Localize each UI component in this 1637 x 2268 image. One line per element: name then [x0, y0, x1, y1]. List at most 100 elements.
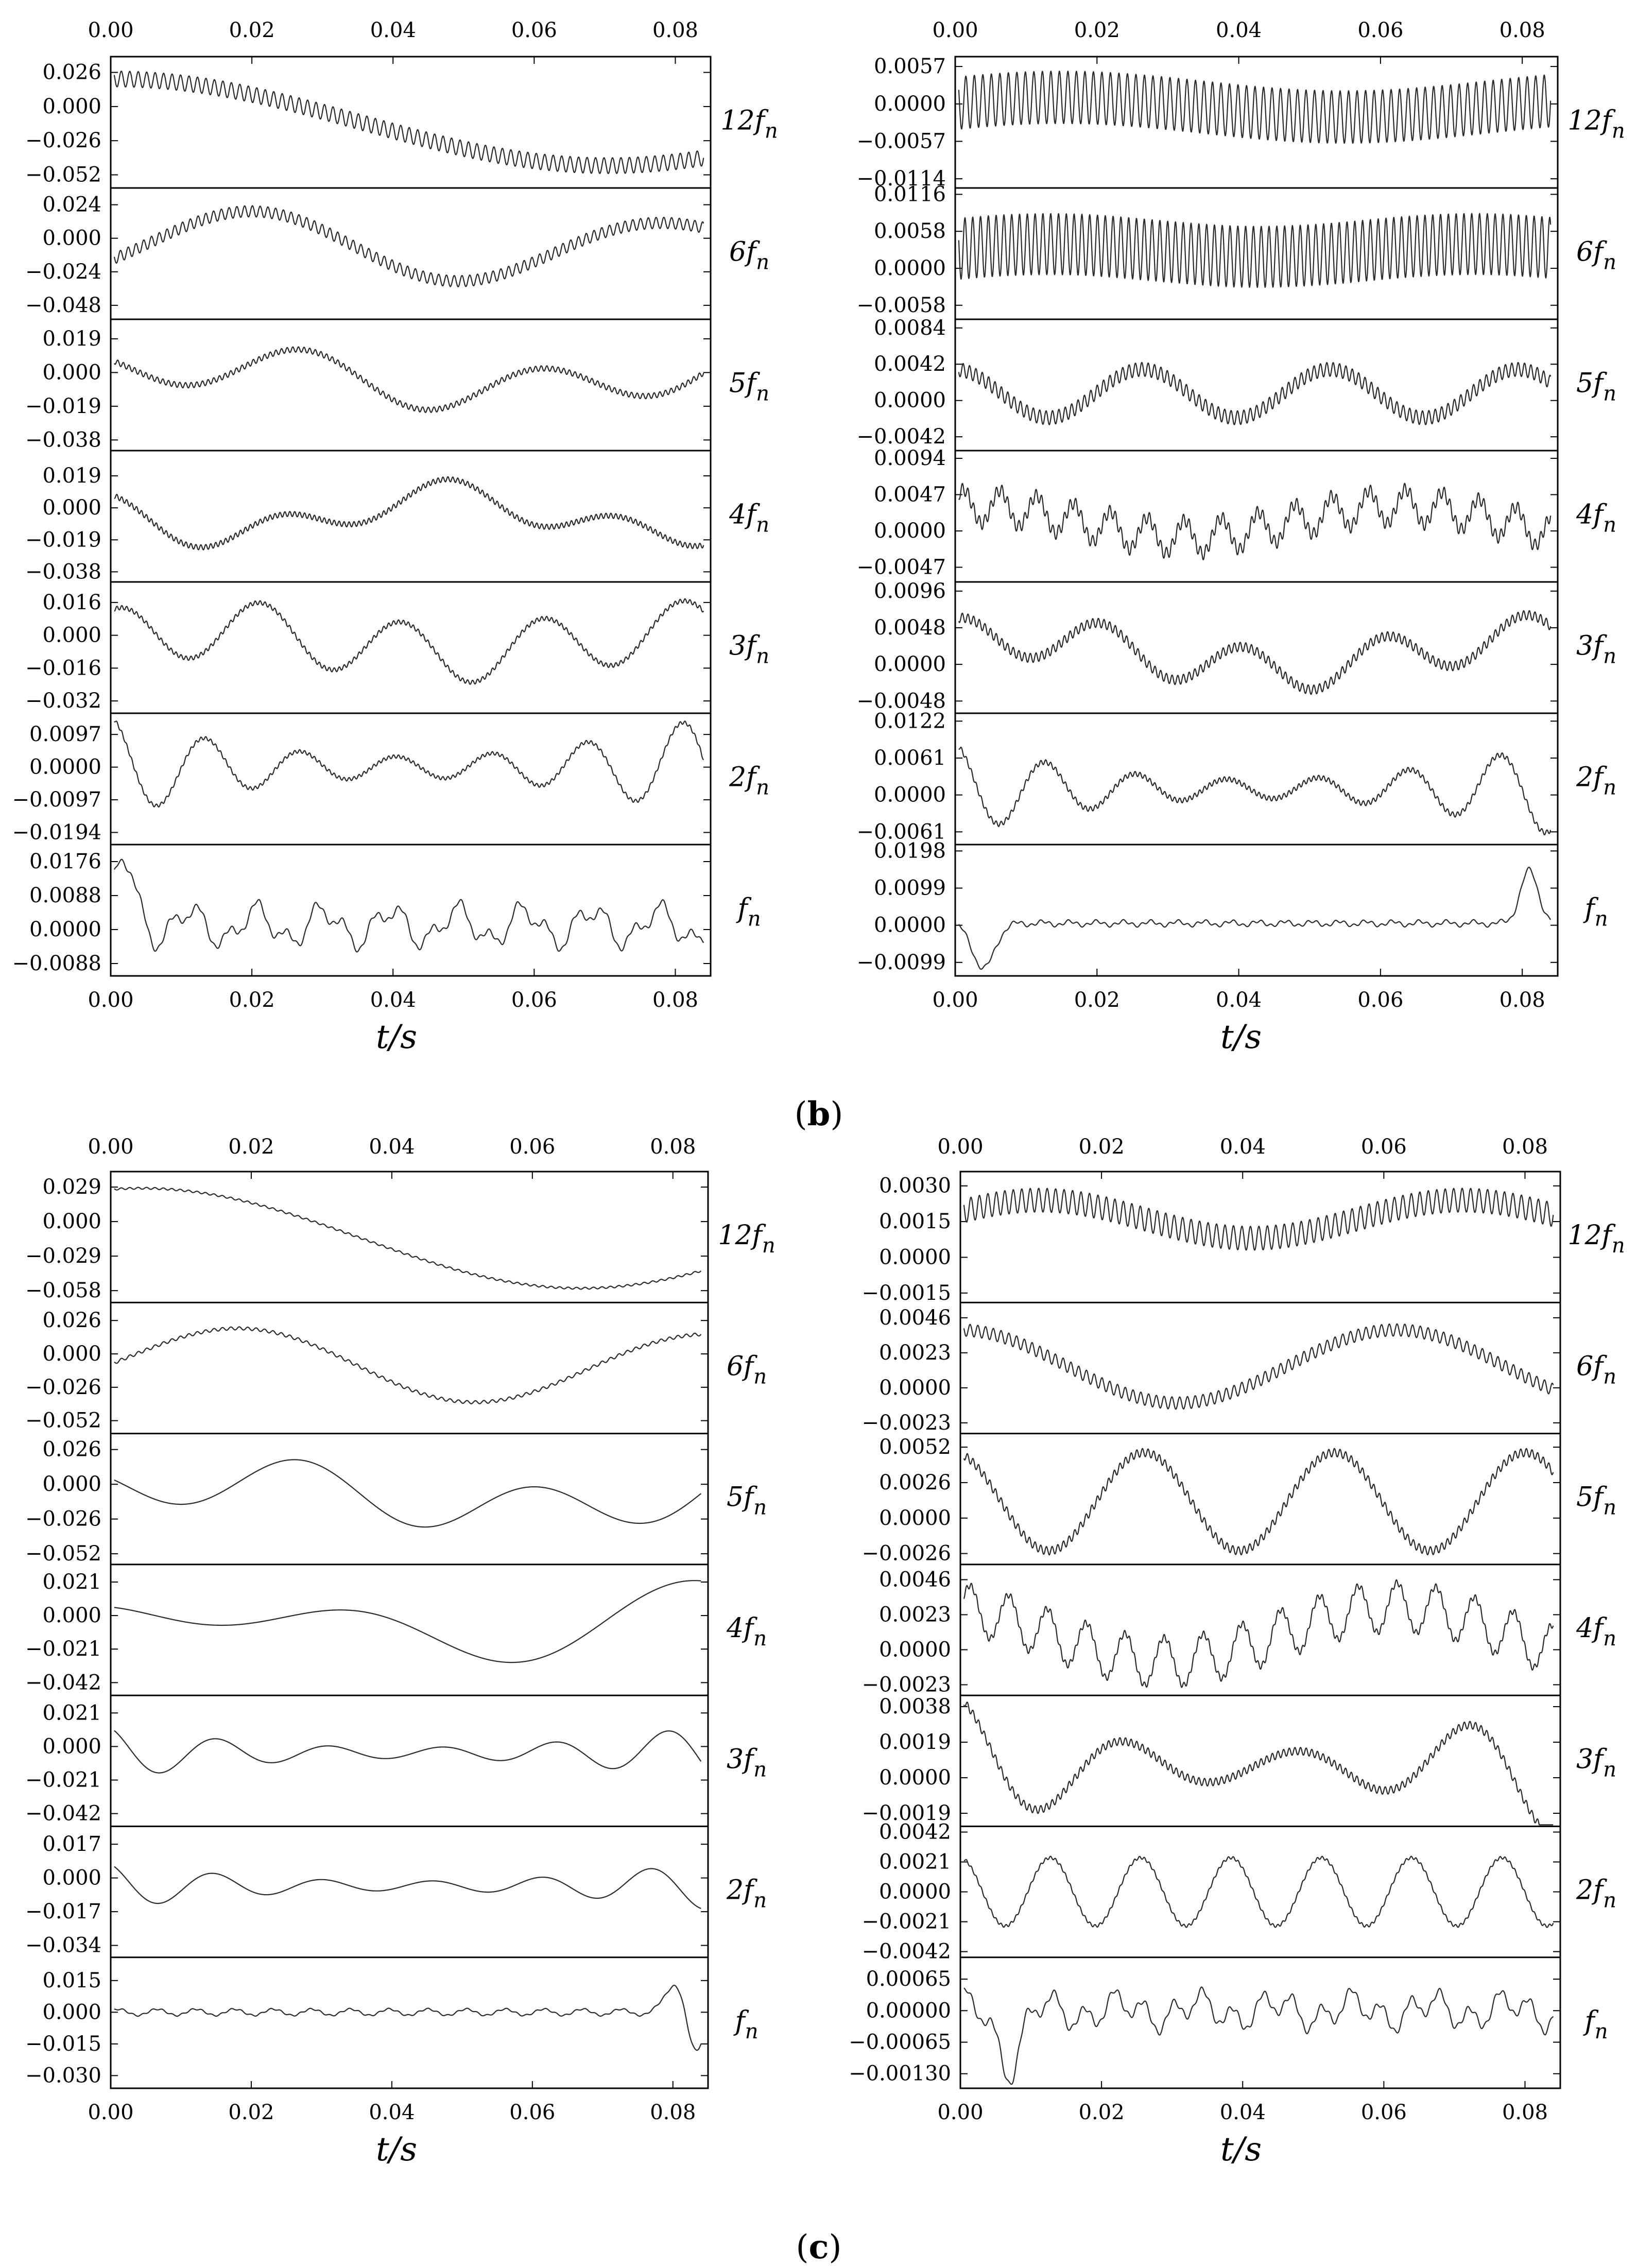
- panel-12fn: 0.0030 0.0015 0.0000 −0.0015 12fn: [862, 1174, 1625, 1305]
- harmonic-label-sub: n: [756, 251, 769, 274]
- y-tick-label: 0.0046: [879, 1568, 951, 1591]
- x-tick-label-bottom: 0.04: [370, 988, 416, 1012]
- series-line: [114, 1187, 702, 1290]
- y-tick-label: −0.0194: [12, 820, 101, 844]
- y-tick-label: 0.0021: [879, 1850, 951, 1874]
- y-tick-label: 0.021: [42, 1701, 101, 1725]
- harmonic-label: 2fn: [726, 1875, 767, 1913]
- harmonic-label: 2fn: [1576, 762, 1616, 800]
- harmonic-label-sub: n: [748, 907, 761, 931]
- harmonic-label: 4fn: [726, 1613, 767, 1651]
- x-tick-label-bottom: 0.02: [228, 2101, 274, 2124]
- y-tick-label: 0.000: [42, 1866, 101, 1890]
- y-tick-label: 0.0046: [879, 1306, 951, 1330]
- x-tick-label-bottom: 0.04: [1216, 988, 1262, 1012]
- harmonic-label-sub: n: [745, 2020, 759, 2043]
- harmonic-label-sub: n: [753, 1758, 767, 1781]
- x-tick-label-top: 0.02: [229, 19, 275, 42]
- y-tick-label: −0.042: [25, 1802, 101, 1826]
- y-tick-label: −0.032: [25, 689, 101, 713]
- x-tick-label-bottom: 0.06: [511, 988, 557, 1012]
- harmonic-label: 5fn: [1576, 1482, 1616, 1520]
- y-tick-label: 0.00065: [866, 1967, 951, 1991]
- x-tick-label-top: 0.06: [1361, 1135, 1407, 1159]
- harmonic-label: 12fn: [718, 1220, 775, 1258]
- harmonic-label-sub: n: [753, 1627, 767, 1651]
- panel-4fn: 0.021 0.000 −0.021 −0.042 4fn: [25, 1563, 767, 1694]
- y-tick-label: −0.024: [25, 260, 101, 284]
- panel-3fn: 0.0096 0.0048 0.0000 −0.0048 3fn: [857, 579, 1617, 713]
- panel-6fn: 0.0116 0.0058 0.0000 −0.0058 6fn: [857, 182, 1617, 317]
- harmonic-label-sub: n: [1603, 1758, 1616, 1781]
- series-line: [958, 71, 1552, 144]
- y-tick-label: 0.000: [42, 1210, 101, 1233]
- series-line: [963, 1448, 1554, 1556]
- y-tick-label: −0.0019: [862, 1801, 951, 1825]
- harmonic-label-sub: n: [1603, 251, 1616, 274]
- y-tick-label: 0.0000: [879, 1638, 951, 1661]
- harmonic-label: 4fn: [729, 500, 769, 537]
- panel-3fn: 0.021 0.000 −0.021 −0.042 3fn: [25, 1694, 767, 1826]
- harmonic-label-main: 6f: [1576, 1351, 1607, 1382]
- panel-fn: 0.0176 0.0088 0.0000 −0.0088 fn: [12, 844, 761, 975]
- y-tick-label: −0.0021: [862, 1910, 951, 1934]
- y-tick-label: −0.052: [25, 1409, 101, 1433]
- y-tick-label: −0.0114: [857, 167, 946, 191]
- x-tick-label-top: 0.08: [1502, 1135, 1548, 1159]
- series-line: [963, 1855, 1554, 1928]
- series-line: [113, 71, 704, 174]
- harmonic-label-main: 5f: [1576, 1482, 1607, 1513]
- harmonic-label-sub: n: [1603, 1627, 1616, 1651]
- y-tick-label: 0.0084: [874, 316, 946, 340]
- harmonic-label: 2fn: [1576, 1875, 1616, 1913]
- caption-b-close: ): [830, 1095, 843, 1133]
- series-line: [958, 610, 1552, 695]
- y-tick-label: 0.0000: [879, 1880, 951, 1904]
- series-line: [963, 1579, 1554, 1688]
- y-tick-label: 0.019: [42, 327, 101, 351]
- harmonic-label-main: 12f: [720, 106, 768, 136]
- y-tick-label: 0.0042: [879, 1820, 951, 1844]
- y-tick-label: 0.0000: [874, 256, 946, 280]
- plot-frame: [959, 1171, 1561, 2089]
- harmonic-label-main: 2f: [1576, 1875, 1607, 1906]
- y-tick-label: −0.015: [25, 2032, 101, 2056]
- panel-2fn: 0.0097 0.0000 −0.0097 −0.0194 2fn: [12, 712, 769, 844]
- x-tick-label-bottom: 0.08: [650, 2101, 696, 2124]
- harmonic-label-main: 3f: [1576, 1744, 1607, 1775]
- y-tick-label: −0.0061: [857, 820, 946, 844]
- y-tick-label: 0.0048: [874, 616, 946, 640]
- harmonic-label-main: 12f: [1567, 106, 1615, 136]
- y-tick-label: 0.0000: [874, 783, 946, 807]
- caption-c: (c): [796, 2228, 842, 2266]
- harmonic-label-sub: n: [1603, 1889, 1616, 1913]
- y-tick-label: 0.000: [42, 1604, 101, 1627]
- x-tick-label-top: 0.04: [369, 1135, 415, 1159]
- panel-3fn: 0.016 0.000 −0.016 −0.032 3fn: [25, 581, 769, 713]
- y-tick-label: 0.016: [42, 591, 101, 614]
- panel-4fn: 0.0094 0.0047 0.0000 −0.0047 4fn: [857, 446, 1617, 579]
- series-line: [113, 205, 704, 287]
- panel-2fn: 0.0042 0.0021 0.0000 −0.0021 −0.0042 2fn: [862, 1820, 1617, 1963]
- y-tick-label: 0.0097: [29, 723, 101, 746]
- harmonic-label: fn: [735, 894, 761, 931]
- panel-12fn: 0.0057 0.0000 −0.0057 −0.0114 12fn: [857, 55, 1625, 191]
- harmonic-label-main: 12f: [718, 1220, 766, 1251]
- harmonic-label-main: 6f: [729, 237, 760, 268]
- y-tick-label: 0.029: [42, 1175, 101, 1199]
- x-tick-label-bottom: 0.00: [88, 2101, 133, 2124]
- series-line: [114, 720, 704, 808]
- y-tick-label: −0.017: [25, 1900, 101, 1923]
- y-tick-label: 0.0088: [29, 884, 101, 907]
- panel-fn: 0.015 0.000 −0.015 −0.030 fn: [25, 1956, 759, 2087]
- series-line: [114, 1866, 701, 1909]
- y-tick-label: 0.0023: [879, 1603, 951, 1626]
- y-tick-label: 0.021: [42, 1570, 101, 1594]
- panel-6fn: 0.0046 0.0023 0.0000 −0.0023 6fn: [862, 1301, 1616, 1435]
- panel-5fn: 0.0052 0.0026 0.0000 −0.0026 5fn: [862, 1433, 1616, 1566]
- harmonic-label-main: 2f: [1576, 762, 1607, 793]
- harmonic-label: 5fn: [727, 1482, 767, 1520]
- y-tick-label: 0.0061: [874, 746, 946, 770]
- panel-12fn: 0.029 0.000 −0.029 −0.058 12fn: [25, 1175, 776, 1302]
- x-tick-label-top: 0.00: [88, 1135, 133, 1159]
